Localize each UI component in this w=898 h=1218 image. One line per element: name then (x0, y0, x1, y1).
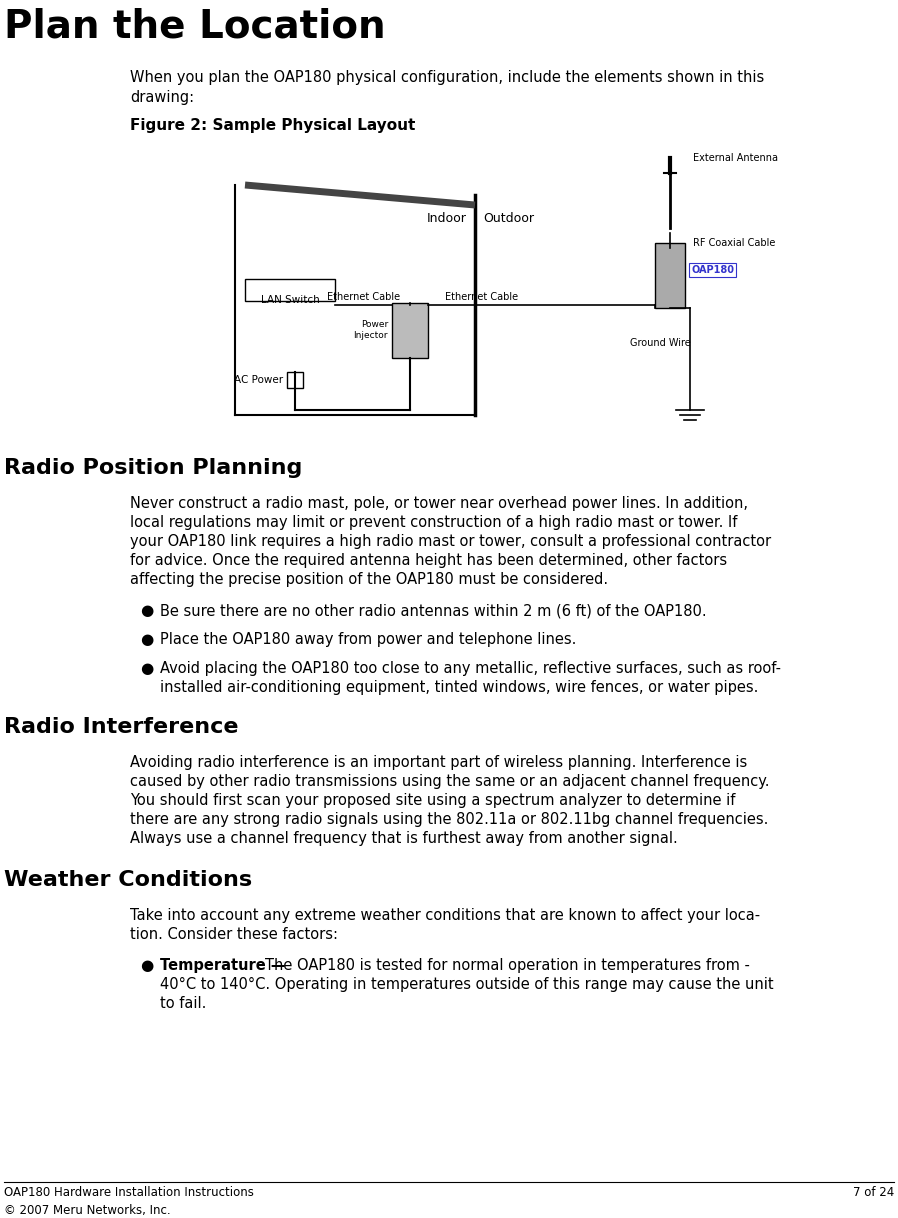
Text: OAP180 Hardware Installation Instructions: OAP180 Hardware Installation Instruction… (4, 1186, 254, 1199)
Text: Radio Interference: Radio Interference (4, 717, 239, 737)
Text: Ethernet Cable: Ethernet Cable (445, 292, 518, 302)
Text: Never construct a radio mast, pole, or tower near overhead power lines. In addit: Never construct a radio mast, pole, or t… (130, 496, 748, 512)
Bar (130, 149, 850, 440)
Text: OAP180: OAP180 (691, 266, 734, 275)
Text: Be sure there are no other radio antennas within 2 m (6 ft) of the OAP180.: Be sure there are no other radio antenna… (160, 603, 707, 618)
Text: 7 of 24: 7 of 24 (853, 1186, 894, 1199)
Text: Always use a channel frequency that is furthest away from another signal.: Always use a channel frequency that is f… (130, 831, 678, 847)
Bar (655, 244, 685, 308)
Bar (392, 303, 428, 358)
Text: installed air-conditioning equipment, tinted windows, wire fences, or water pipe: installed air-conditioning equipment, ti… (160, 680, 759, 695)
Text: Indoor: Indoor (427, 212, 467, 225)
Text: Ethernet Cable: Ethernet Cable (327, 292, 401, 302)
Text: for advice. Once the required antenna height has been determined, other factors: for advice. Once the required antenna he… (130, 553, 727, 568)
Text: Avoid placing the OAP180 too close to any metallic, reflective surfaces, such as: Avoid placing the OAP180 too close to an… (160, 661, 781, 676)
Text: External Antenna: External Antenna (693, 153, 778, 163)
Text: Weather Conditions: Weather Conditions (4, 870, 252, 890)
Text: ●: ● (140, 959, 154, 973)
Bar (245, 279, 335, 301)
Text: AC Power: AC Power (233, 375, 283, 385)
Text: The OAP180 is tested for normal operation in temperatures from -: The OAP180 is tested for normal operatio… (265, 959, 750, 973)
Text: Avoiding radio interference is an important part of wireless planning. Interfere: Avoiding radio interference is an import… (130, 755, 747, 770)
Text: to fail.: to fail. (160, 996, 207, 1011)
Text: ●: ● (140, 632, 154, 647)
Text: When you plan the OAP180 physical configuration, include the elements shown in t: When you plan the OAP180 physical config… (130, 69, 764, 85)
Text: your OAP180 link requires a high radio mast or tower, consult a professional con: your OAP180 link requires a high radio m… (130, 533, 771, 549)
Text: Plan the Location: Plan the Location (4, 9, 385, 46)
Text: ●: ● (140, 603, 154, 618)
Text: LAN Switch: LAN Switch (260, 295, 320, 304)
Text: Temperature —: Temperature — (160, 959, 290, 973)
Text: drawing:: drawing: (130, 90, 194, 105)
Text: RF Coaxial Cable: RF Coaxial Cable (693, 238, 775, 248)
Text: local regulations may limit or prevent construction of a high radio mast or towe: local regulations may limit or prevent c… (130, 515, 737, 530)
Text: You should first scan your proposed site using a spectrum analyzer to determine : You should first scan your proposed site… (130, 793, 735, 808)
Bar (287, 371, 303, 389)
Text: 40°C to 140°C. Operating in temperatures outside of this range may cause the uni: 40°C to 140°C. Operating in temperatures… (160, 977, 773, 991)
Text: affecting the precise position of the OAP180 must be considered.: affecting the precise position of the OA… (130, 572, 608, 587)
Text: Ground Wire: Ground Wire (630, 339, 691, 348)
Text: tion. Consider these factors:: tion. Consider these factors: (130, 927, 338, 942)
Text: Outdoor: Outdoor (483, 212, 534, 225)
Text: caused by other radio transmissions using the same or an adjacent channel freque: caused by other radio transmissions usin… (130, 773, 770, 789)
Text: there are any strong radio signals using the 802.11a or 802.11bg channel frequen: there are any strong radio signals using… (130, 812, 769, 827)
Text: © 2007 Meru Networks, Inc.: © 2007 Meru Networks, Inc. (4, 1205, 171, 1217)
Text: Power
Injector: Power Injector (354, 320, 388, 340)
Text: Figure 2: Sample Physical Layout: Figure 2: Sample Physical Layout (130, 118, 416, 133)
Text: Take into account any extreme weather conditions that are known to affect your l: Take into account any extreme weather co… (130, 907, 760, 923)
Text: ●: ● (140, 661, 154, 676)
Text: Place the OAP180 away from power and telephone lines.: Place the OAP180 away from power and tel… (160, 632, 577, 647)
Text: Radio Position Planning: Radio Position Planning (4, 458, 303, 477)
